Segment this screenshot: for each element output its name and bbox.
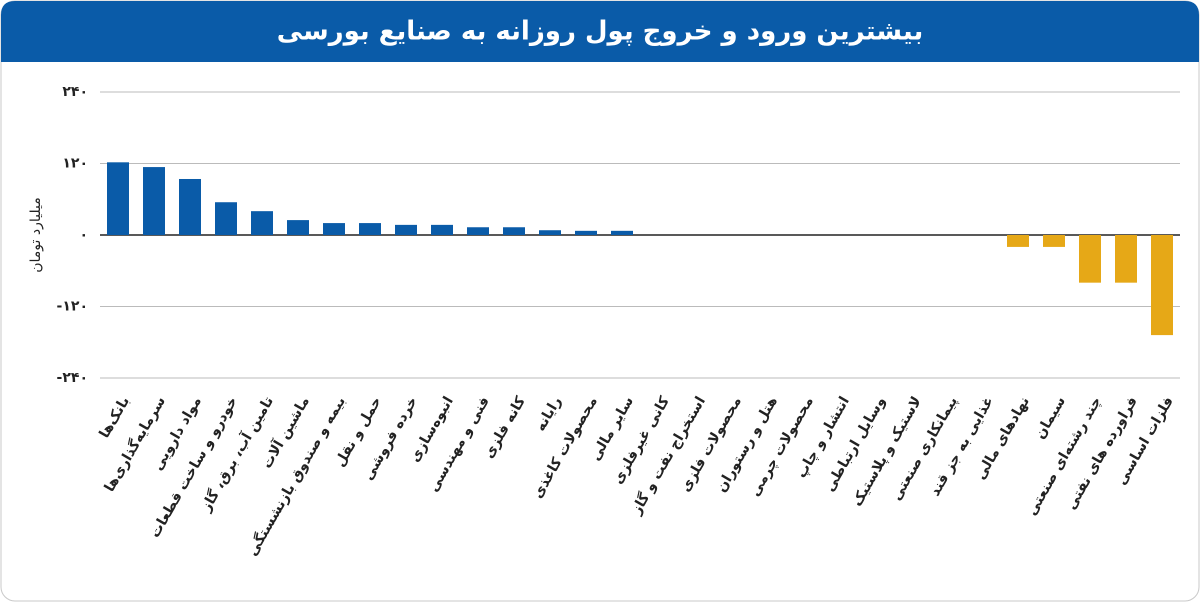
- bar: [1043, 235, 1065, 247]
- header-bar: [1, 1, 1199, 62]
- bar: [251, 211, 273, 235]
- bar: [323, 223, 345, 235]
- y-tick-label: -۱۲۰: [57, 299, 88, 315]
- bar: [611, 230, 633, 235]
- y-tick-label: ۲۴۰: [62, 84, 88, 100]
- bar: [503, 227, 525, 235]
- y-axis-label: میلیارد تومان: [28, 197, 44, 272]
- bar: [1115, 235, 1137, 283]
- y-tick-label: ۱۲۰: [62, 156, 88, 172]
- y-tick-label: -۲۴۰: [57, 370, 88, 386]
- bar: [467, 227, 489, 235]
- bar: [107, 162, 129, 235]
- chart-title: بیشترین ورود و خروج پول روزانه به صنایع …: [277, 17, 923, 47]
- bar: [1079, 235, 1101, 283]
- bar: [575, 230, 597, 235]
- bar: [287, 220, 309, 235]
- bar: [215, 202, 237, 235]
- y-tick-label: ۰: [79, 227, 88, 243]
- bar: [1151, 235, 1173, 336]
- bar: [395, 224, 417, 235]
- bar: [179, 178, 201, 235]
- bar: [539, 230, 561, 235]
- bar: [431, 224, 453, 235]
- bar: [1007, 235, 1029, 247]
- bar: [143, 167, 165, 235]
- bar: [359, 223, 381, 235]
